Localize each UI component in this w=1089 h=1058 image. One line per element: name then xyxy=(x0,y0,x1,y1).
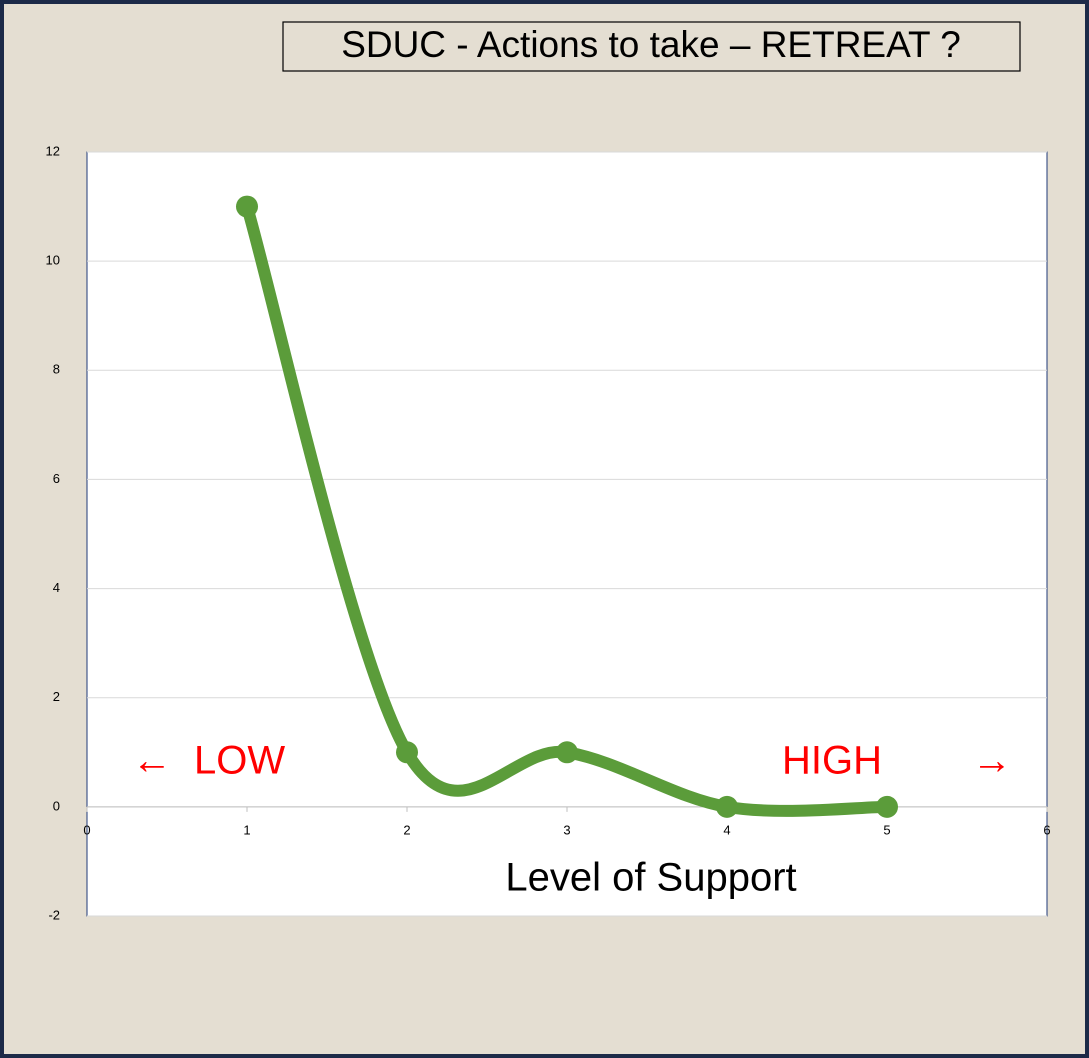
y-tick-label: 10 xyxy=(46,253,60,268)
x-tick-label: 1 xyxy=(243,822,250,837)
annotation: LOW xyxy=(194,739,285,783)
y-tick-label: 12 xyxy=(46,143,60,158)
x-axis-title: Level of Support xyxy=(505,856,796,900)
data-point xyxy=(876,795,898,818)
y-tick-label: 8 xyxy=(53,362,60,377)
x-tick-label: 3 xyxy=(563,822,570,837)
data-line xyxy=(241,200,893,817)
annotation: ← xyxy=(132,739,172,783)
chart-title: SDUC - Actions to take – RETREAT ? xyxy=(341,24,961,65)
data-point xyxy=(716,795,738,818)
x-tick-label: 5 xyxy=(883,822,890,837)
y-tick-label: -2 xyxy=(48,907,60,922)
x-tick-label: 6 xyxy=(1043,822,1050,837)
title-box xyxy=(282,21,1021,72)
x-tick-label: 2 xyxy=(403,822,410,837)
data-point xyxy=(236,195,258,218)
data-point xyxy=(396,741,418,764)
annotation: HIGH xyxy=(782,739,882,783)
x-tick-label: 0 xyxy=(83,822,90,837)
annotation: → xyxy=(972,739,1012,783)
y-tick-label: 2 xyxy=(53,689,60,704)
y-tick-label: 6 xyxy=(53,471,60,486)
y-tick-label: 4 xyxy=(53,580,60,595)
x-tick-label: 4 xyxy=(723,822,730,837)
data-point xyxy=(556,741,578,764)
y-tick-label: 0 xyxy=(53,798,60,813)
plot-area xyxy=(86,151,1048,917)
